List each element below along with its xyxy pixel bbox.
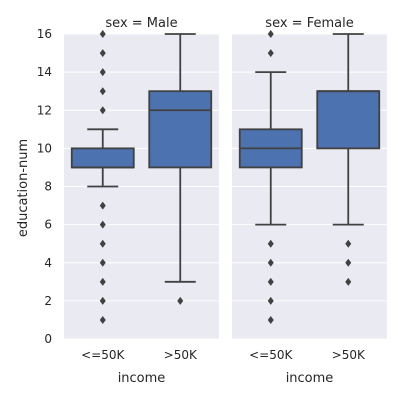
outlier-point <box>99 106 106 115</box>
box-group: >50K <box>148 33 213 362</box>
y-tick-label: 2 <box>44 294 52 308</box>
outlier-point <box>99 201 106 210</box>
x-tick-label: >50K <box>332 348 366 362</box>
y-tick-label: 4 <box>44 256 52 270</box>
y-tick-label: 0 <box>44 332 52 346</box>
x-axis-label: income <box>286 371 334 386</box>
iqr-box <box>316 90 381 150</box>
outlier-point <box>267 258 274 267</box>
y-tick-label: 6 <box>44 218 52 232</box>
x-tick-label: <=50K <box>81 348 125 362</box>
outlier-point <box>267 315 274 324</box>
outlier-point <box>345 239 352 248</box>
outlier-point <box>99 315 106 324</box>
x-tick-label: >50K <box>164 348 198 362</box>
facet-title: sex = Male <box>105 16 177 31</box>
outlier-point <box>99 30 106 38</box>
outlier-point <box>345 277 352 286</box>
outlier-point <box>267 296 274 305</box>
outlier-point <box>267 277 274 286</box>
facet-panel: sex = Female income <=50K >50K <box>232 16 387 386</box>
y-tick-label: 16 <box>37 27 52 41</box>
outlier-point <box>267 30 274 38</box>
iqr-box <box>148 90 213 169</box>
outlier-point <box>99 68 106 77</box>
outlier-point <box>99 239 106 248</box>
outlier-point <box>99 220 106 229</box>
box-group: >50K <box>316 33 381 362</box>
facet-title: sex = Female <box>265 16 353 31</box>
outlier-point <box>177 296 184 305</box>
box-group: <=50K <box>238 30 303 362</box>
outlier-point <box>99 277 106 286</box>
outlier-point <box>99 258 106 267</box>
y-tick-label: 10 <box>37 141 52 155</box>
y-axis-label: education-num <box>16 139 31 237</box>
outlier-point <box>267 49 274 58</box>
outlier-point <box>345 258 352 267</box>
x-axis-label: income <box>118 371 166 386</box>
y-tick-label: 12 <box>37 103 52 117</box>
box-group: <=50K <box>70 30 135 362</box>
facet-panel: sex = Male 0 2 4 6 8 10 12 14 16 income <=50K >50K <box>37 16 219 386</box>
outlier-point <box>267 239 274 248</box>
x-tick-label: <=50K <box>249 348 293 362</box>
iqr-box <box>70 147 135 169</box>
outlier-point <box>99 87 106 96</box>
y-tick-label: 14 <box>37 65 52 79</box>
outlier-point <box>99 49 106 58</box>
outlier-point <box>99 296 106 305</box>
y-tick-label: 8 <box>44 180 52 194</box>
